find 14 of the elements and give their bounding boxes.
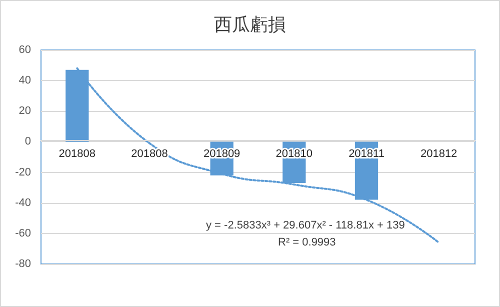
y-tick-label: -80 <box>15 258 31 270</box>
y-tick-label: 60 <box>18 44 31 56</box>
y-tick-label: -60 <box>15 227 31 240</box>
annotation: R² = 0.9993 <box>278 236 336 248</box>
annotation: y = -2.5833x³ + 29.607x² - 118.81x + 139 <box>206 220 405 232</box>
x-tick-label: 201812 <box>420 148 458 160</box>
x-tick-label: 201808 <box>131 148 168 160</box>
y-tick-label: -40 <box>15 196 31 209</box>
y-tick-label: 0 <box>24 136 31 148</box>
y-tick-label: 20 <box>18 105 31 118</box>
y-tick-label: 40 <box>18 74 31 87</box>
y-tick-label: -20 <box>15 166 31 178</box>
chart-title: 西瓜虧損 <box>214 14 286 36</box>
x-tick-label: 201808 <box>58 148 96 160</box>
